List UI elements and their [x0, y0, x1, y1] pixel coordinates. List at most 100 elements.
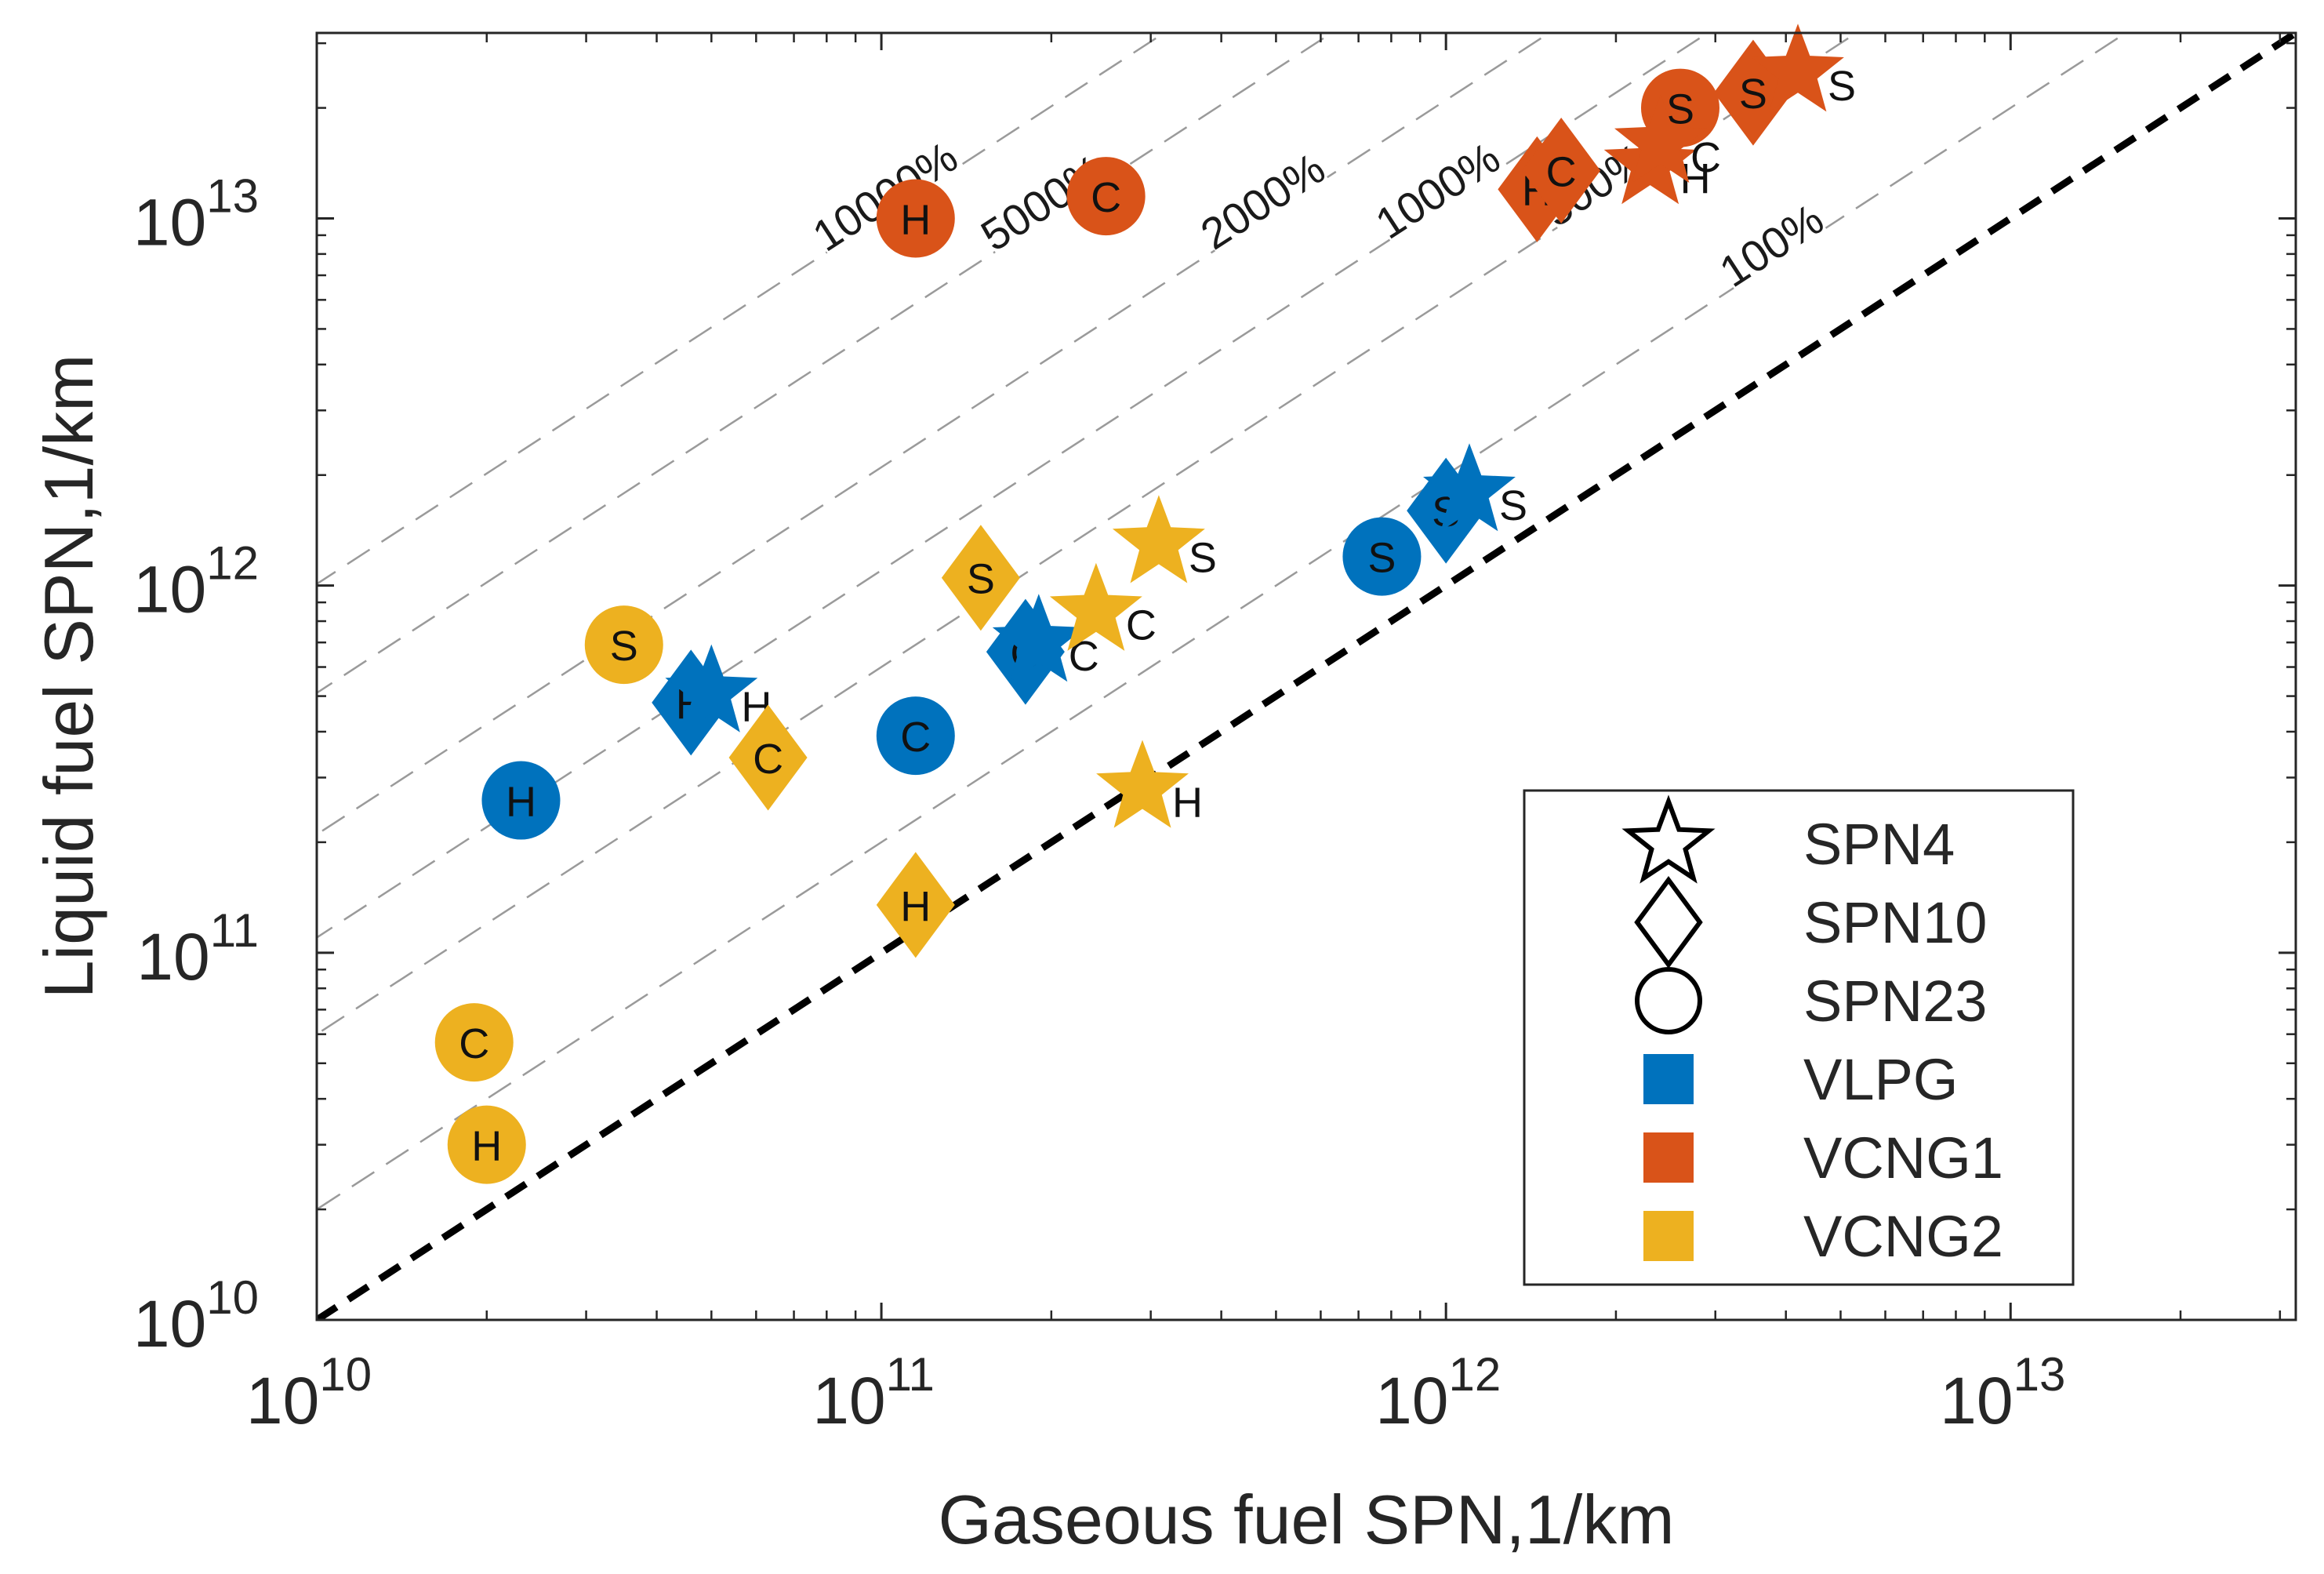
legend-label: SPN4	[1803, 812, 1955, 877]
legend-entry: SPN4	[1621, 794, 1955, 884]
ratio-line	[317, 33, 1334, 695]
data-label: C	[459, 1020, 489, 1067]
data-label: C	[1546, 148, 1577, 195]
x-axis-label: Gaseous fuel SPN,1/km	[938, 1481, 1674, 1558]
marker-circle	[1342, 517, 1422, 596]
data-label: H	[1172, 779, 1203, 826]
marker-circle	[584, 605, 663, 685]
axes: 1010 1011 1012 1013 1010 1011 1012 1013	[133, 31, 2297, 1438]
data-label: S	[1828, 63, 1856, 110]
marker-star	[665, 644, 758, 732]
one-to-one-line	[317, 33, 2296, 1320]
data-point: H	[481, 761, 561, 840]
data-label: S	[610, 623, 638, 670]
y-axis-label: Liquid fuel SPN,1/km	[30, 354, 107, 999]
marker-diamond	[941, 525, 1020, 631]
legend-diamond-icon	[1634, 875, 1703, 969]
data-label: S	[967, 556, 995, 603]
data-label: C	[1126, 602, 1157, 649]
data-label: H	[506, 779, 536, 826]
marker-star	[1752, 24, 1844, 112]
data-point: S	[1112, 495, 1217, 583]
data-label: S	[1367, 535, 1396, 582]
marker-circle	[876, 696, 955, 776]
data-label: S	[1189, 534, 1217, 581]
marker-circle	[481, 761, 561, 840]
ratio-line	[317, 33, 1858, 1036]
marker-star	[1112, 495, 1205, 583]
one-to-one-line-group	[317, 33, 2296, 1320]
legend-entry: SPN10	[1634, 875, 1987, 969]
legend-color-swatch	[1643, 1211, 1694, 1261]
marker-circle	[1066, 157, 1146, 236]
data-label: C	[1690, 134, 1721, 181]
legend-star-icon	[1621, 794, 1716, 884]
y-tick-label: 1013	[133, 169, 259, 259]
legend-entry: SPN23	[1635, 967, 1987, 1034]
data-point: C	[1614, 94, 1721, 184]
legend-entry: VLPG	[1643, 1047, 1958, 1112]
data-label: C	[1091, 174, 1121, 221]
marker-star	[1096, 740, 1189, 828]
x-tick-label: 1012	[1375, 1348, 1501, 1438]
marker-circle	[447, 1105, 526, 1184]
data-point: S	[1423, 443, 1527, 532]
data-point: S	[584, 605, 663, 685]
data-point: S	[1342, 517, 1422, 596]
x-tick-label: 1011	[812, 1348, 935, 1438]
data-point: C	[876, 696, 955, 776]
data-label: H	[471, 1123, 502, 1170]
legend-circle-icon	[1635, 967, 1702, 1034]
legend-color-swatch	[1643, 1054, 1694, 1104]
data-point: H	[447, 1105, 526, 1184]
legend-label: VCNG2	[1803, 1204, 2003, 1269]
marker-circle	[876, 179, 955, 258]
legend-color-swatch	[1643, 1132, 1694, 1183]
ratio-label-bg	[1714, 198, 1832, 297]
data-label: H	[900, 196, 931, 243]
legend-label: SPN23	[1803, 969, 1987, 1034]
data-point: C	[434, 1003, 514, 1082]
data-label: H	[900, 883, 931, 930]
marker-diamond	[1522, 117, 1601, 224]
data-point: H	[876, 179, 955, 258]
y-tick-label: 1012	[133, 537, 259, 627]
data-label: S	[1739, 71, 1767, 118]
ratio-lines	[317, 33, 2128, 1211]
marker-diamond	[876, 852, 955, 958]
ratio-line	[317, 33, 1710, 939]
ratio-label-bg	[1370, 136, 1509, 249]
ratio-line	[317, 33, 1167, 586]
legend-label: SPN10	[1803, 890, 1987, 955]
data-point: C	[992, 594, 1099, 682]
y-tick-label: 1010	[133, 1271, 259, 1361]
legend-entry: VCNG1	[1643, 1125, 2003, 1190]
legend-label: VLPG	[1803, 1047, 1958, 1112]
marker-star	[1614, 94, 1707, 184]
ratio-label-bg	[1195, 147, 1334, 260]
data-point: S	[941, 525, 1020, 631]
marker-diamond	[728, 704, 808, 811]
data-label: C	[900, 714, 931, 761]
legend-box	[1523, 789, 2075, 1286]
data-label: C	[753, 736, 783, 783]
data-label: S	[1499, 482, 1527, 529]
legend-entry: VCNG2	[1643, 1204, 2003, 1269]
data-point: C	[728, 704, 808, 811]
y-tick-label: 1011	[136, 904, 259, 994]
data-point: C	[1049, 562, 1157, 651]
data-point: C	[1066, 157, 1146, 236]
legend-label: VCNG1	[1803, 1125, 2003, 1190]
x-tick-label: 1010	[246, 1348, 372, 1438]
ratio-line	[317, 33, 2128, 1211]
legend: SPN4 SPN10 SPN23 VLPG VCNG1 VCNG2	[1523, 789, 2075, 1286]
data-point: H	[876, 852, 955, 958]
data-point: H	[1096, 740, 1203, 828]
marker-star	[1423, 443, 1516, 532]
data-point: C	[1522, 117, 1601, 224]
data-markers: HCSHCSHCSHCSHCSHCSCHSCHSCHS	[434, 24, 1856, 1184]
marker-star	[1049, 562, 1142, 651]
x-tick-label: 1013	[1940, 1348, 2065, 1438]
marker-circle	[434, 1003, 514, 1082]
